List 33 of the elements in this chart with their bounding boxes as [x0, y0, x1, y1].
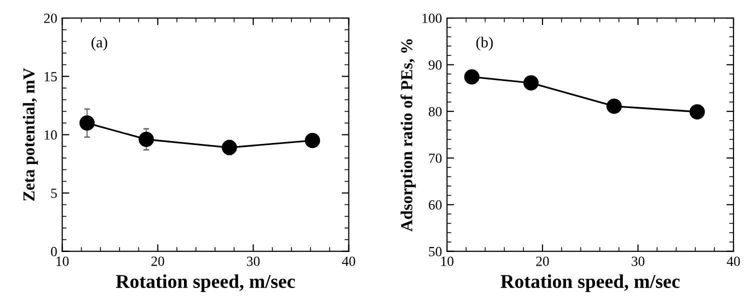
y-tick-label: 80	[428, 106, 442, 116]
y-tick-label: 70	[429, 154, 442, 163]
y-tick-label: 0	[50, 246, 57, 256]
y-tick-label: 10	[44, 130, 57, 140]
point	[523, 75, 539, 91]
y-tick-label: 90	[428, 60, 442, 70]
y-tick-label: 60	[428, 200, 442, 210]
x-axis-title: Rotation speed, m/sec	[500, 274, 680, 292]
x-tick-label: 30	[246, 256, 260, 266]
y-tick-label: 100	[422, 14, 442, 24]
x-tick-label: 40	[726, 256, 740, 266]
x-tick-label: 20	[536, 256, 549, 266]
y-axis-title: Zeta potential, mV	[22, 68, 38, 201]
x-tick-label: 30	[632, 256, 644, 266]
point	[606, 98, 622, 114]
annotation: (a)	[92, 36, 108, 51]
point	[79, 115, 95, 131]
y-tick-label: 50	[429, 246, 442, 256]
point	[464, 69, 480, 84]
x-tick-label: 20	[151, 256, 164, 266]
x-tick-label: 10	[441, 256, 454, 266]
point	[304, 132, 320, 148]
x-axis-title: Rotation speed, m/sec	[116, 274, 295, 292]
x-tick-label: 10	[56, 256, 69, 266]
x-tick-label: 40	[342, 256, 356, 266]
y-tick-label: 15	[44, 72, 57, 82]
annotation: (b)	[476, 36, 493, 51]
y-tick-label: 5	[51, 188, 57, 198]
y-axis-title: Adsorption ratio of PEs, %	[400, 39, 416, 232]
point	[138, 132, 154, 147]
y-tick-label: 20	[44, 14, 57, 24]
point	[222, 140, 238, 156]
point	[690, 104, 705, 120]
